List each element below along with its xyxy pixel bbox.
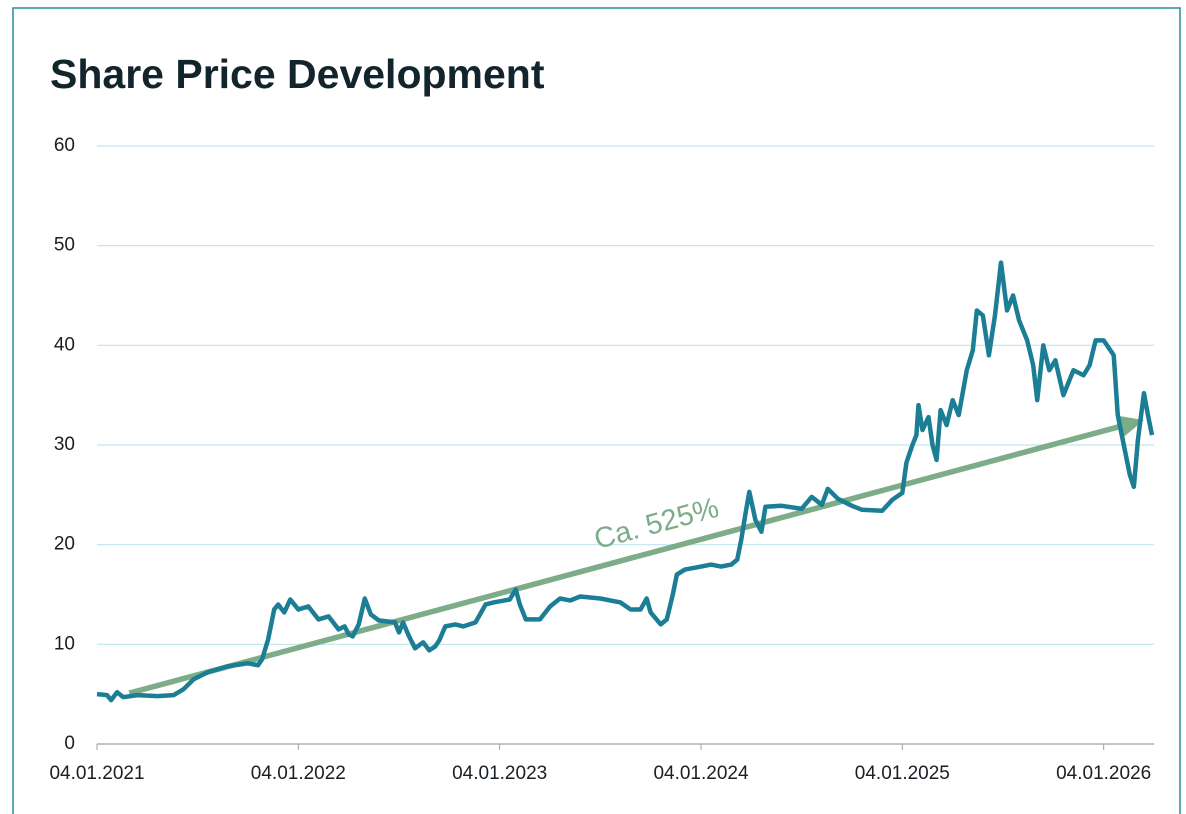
card-border xyxy=(12,7,1181,814)
trend-arrow xyxy=(128,423,1122,696)
y-tick-label: 40 xyxy=(54,334,75,355)
x-tick-label: 04.01.2024 xyxy=(653,763,749,784)
arrow-head xyxy=(1117,415,1144,437)
y-tick-label: 50 xyxy=(54,235,75,256)
x-tick-label: 04.01.2025 xyxy=(855,763,950,784)
x-tick-label: 04.01.2022 xyxy=(251,763,346,784)
y-tick-label: 10 xyxy=(54,633,75,654)
x-tick-label: 04.01.2021 xyxy=(49,763,144,784)
price-line xyxy=(96,260,1155,703)
chart-title: Share Price Development xyxy=(50,51,545,97)
y-tick-label: 20 xyxy=(54,534,75,555)
y-tick-label: 30 xyxy=(54,434,75,455)
x-tick-label: 04.01.2023 xyxy=(452,763,547,784)
y-tick-label: 0 xyxy=(64,733,75,754)
y-tick-label: 60 xyxy=(54,135,75,156)
x-tick-label: 04.01.2026 xyxy=(1056,763,1151,784)
